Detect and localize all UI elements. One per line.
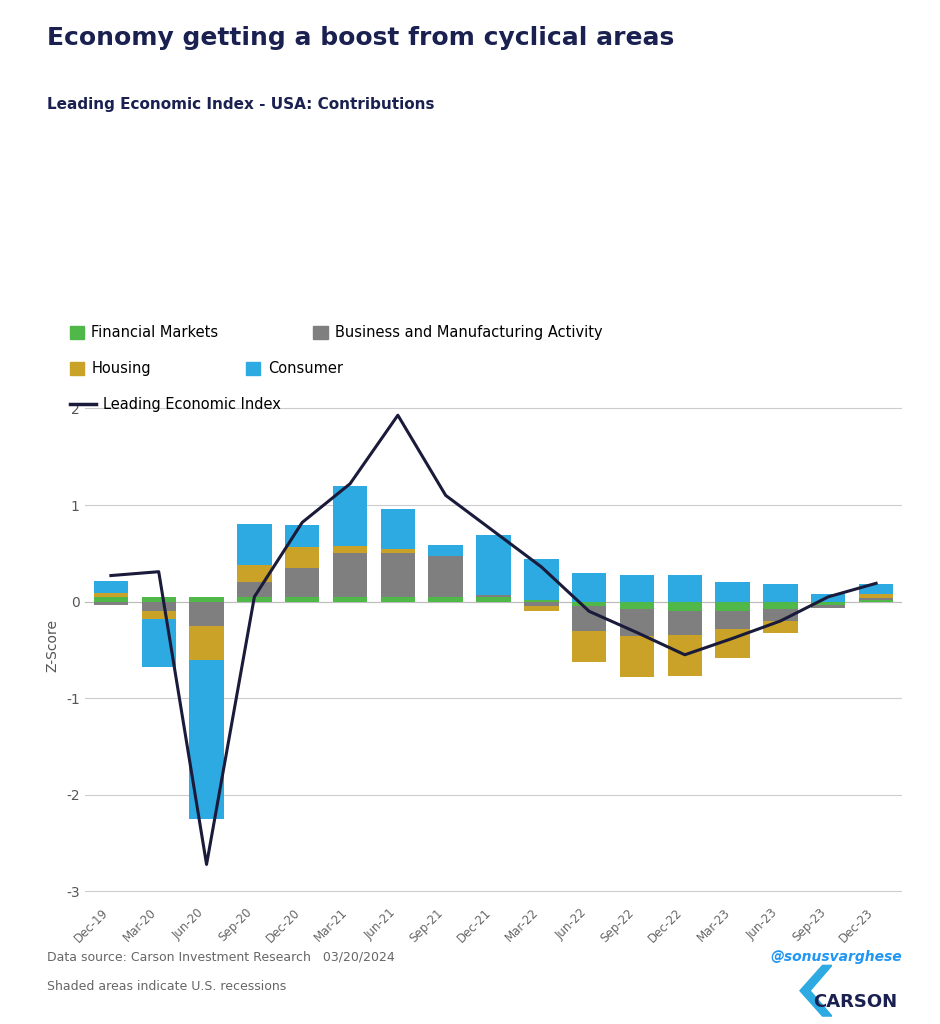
Bar [763, 609, 798, 621]
Bar [189, 626, 224, 659]
Bar [237, 524, 272, 565]
Bar [811, 602, 845, 604]
Bar [94, 602, 128, 604]
Bar [477, 597, 510, 602]
Bar [525, 600, 558, 602]
Legend: Housing, Consumer: Housing, Consumer [64, 355, 349, 382]
Legend: Leading Economic Index: Leading Economic Index [64, 391, 287, 418]
Bar [237, 565, 272, 583]
Bar [429, 545, 462, 556]
Bar [811, 604, 845, 608]
Bar [333, 597, 368, 602]
Bar [859, 600, 893, 602]
Text: Leading Economic Index - USA: Contributions: Leading Economic Index - USA: Contributi… [47, 97, 434, 113]
Bar [142, 620, 176, 668]
Bar [572, 631, 606, 662]
Bar [285, 547, 320, 568]
Bar [763, 602, 798, 609]
Bar [142, 597, 176, 602]
Bar [477, 535, 510, 595]
Bar [667, 574, 702, 602]
Bar [811, 594, 845, 602]
Bar [189, 597, 224, 602]
Bar [525, 606, 558, 611]
Bar [525, 559, 558, 600]
Bar [94, 593, 128, 597]
Text: Shaded areas indicate U.S. recessions: Shaded areas indicate U.S. recessions [47, 980, 287, 993]
Bar [381, 553, 415, 597]
Bar [381, 509, 415, 550]
Bar [619, 637, 654, 677]
Bar [619, 602, 654, 609]
Bar [763, 585, 798, 602]
Bar [142, 611, 176, 620]
Legend: Financial Markets, Business and Manufacturing Activity: Financial Markets, Business and Manufact… [64, 319, 609, 346]
Bar [94, 597, 128, 602]
Bar [619, 609, 654, 637]
Bar [667, 611, 702, 636]
Bar [429, 556, 462, 597]
Bar [429, 597, 462, 602]
Bar [859, 598, 893, 600]
Bar [859, 594, 893, 598]
Text: @sonusvarghese: @sonusvarghese [771, 950, 902, 965]
Bar [189, 602, 224, 626]
Bar [94, 582, 128, 593]
Text: Data source: Carson Investment Research   03/20/2024: Data source: Carson Investment Research … [47, 950, 395, 964]
Text: Economy getting a boost from cyclical areas: Economy getting a boost from cyclical ar… [47, 26, 674, 49]
Bar [715, 583, 750, 602]
Bar [333, 546, 368, 553]
Bar [667, 636, 702, 676]
Bar [189, 659, 224, 819]
Bar [715, 611, 750, 629]
Bar [525, 602, 558, 606]
Bar [142, 602, 176, 611]
Bar [667, 602, 702, 611]
Polygon shape [800, 966, 832, 1016]
Bar [572, 602, 606, 606]
Bar [333, 485, 368, 546]
Bar [285, 568, 320, 597]
Bar [859, 585, 893, 594]
Bar [763, 621, 798, 633]
Text: CARSON: CARSON [814, 993, 898, 1012]
Bar [572, 572, 606, 602]
Bar [237, 583, 272, 597]
Bar [381, 550, 415, 553]
Bar [237, 597, 272, 602]
Bar [285, 597, 320, 602]
Bar [715, 629, 750, 657]
Bar [619, 574, 654, 602]
Bar [285, 525, 320, 547]
Bar [715, 602, 750, 611]
Bar [333, 553, 368, 597]
Bar [572, 606, 606, 631]
Y-axis label: Z-Score: Z-Score [45, 618, 59, 672]
Bar [381, 597, 415, 602]
Bar [477, 595, 510, 597]
